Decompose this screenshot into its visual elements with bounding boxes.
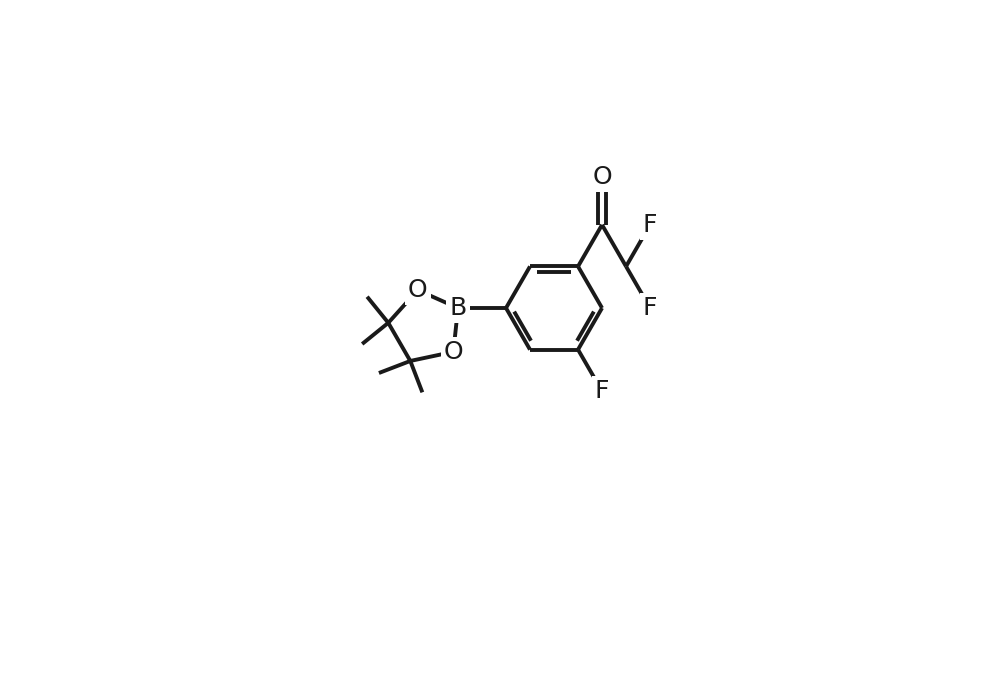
Text: O: O [443, 340, 463, 364]
Text: F: F [643, 296, 658, 320]
Text: O: O [592, 165, 612, 189]
Text: F: F [595, 379, 609, 403]
Text: F: F [643, 213, 658, 237]
Text: O: O [408, 278, 428, 302]
Text: B: B [449, 296, 466, 320]
